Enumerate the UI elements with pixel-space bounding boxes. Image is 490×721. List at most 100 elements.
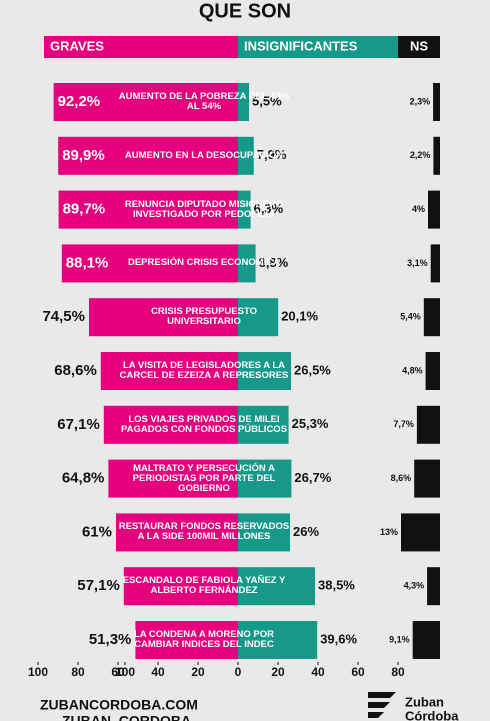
category-text: MALTRATO Y PERSECUCIÓN A PERIODISTAS POR… (132, 462, 276, 494)
legend-label: GRAVES (50, 38, 104, 53)
x-tick-label: 20 (191, 665, 205, 679)
category-text: RESTAURAR FONDOS RESERVADOS A LA SIDE 10… (118, 521, 290, 543)
bar (433, 83, 440, 121)
bar (135, 621, 238, 659)
category-label: LA CONDENA A MORENO POR CAMBIAR INDICES … (134, 630, 274, 650)
bar (414, 459, 440, 498)
category-text: RENUNCIA DIPUTADO MISIONERO INVESTIGADO … (124, 198, 284, 220)
value-label: 26,7% (294, 470, 331, 485)
value-label: 89,9% (62, 147, 105, 164)
category-text: AUMENTO EN LA DESOCUPACIÓN (124, 149, 284, 161)
category-label: RESTAURAR FONDOS RESERVADOS A LA SIDE 10… (118, 521, 290, 543)
category-text: ESCANDALO DE FABIOLA YAÑEZ Y ALBERTO FER… (122, 575, 286, 597)
value-label: 20,1% (281, 309, 318, 324)
category-text: AUMENTO DE LA POBREZA DEL 44% AL 54% (118, 91, 290, 112)
value-label: 9,1% (389, 634, 410, 644)
category-label: AUMENTO DE LA POBREZA DEL 44% AL 54% (118, 91, 290, 112)
bar (100, 352, 238, 390)
bar (116, 513, 238, 552)
legend-swatch (398, 36, 440, 58)
plot: GRAVES INSIGNIFICANTES NS 92,2% 5,5% 2,3% AUME… (28, 36, 440, 679)
category-label: LA VISITA DE LEGISLADORES A LA CARCEL DE… (119, 360, 289, 381)
value-label: 67,1% (57, 416, 100, 433)
bar (425, 352, 440, 390)
legend-label: NS (410, 38, 428, 53)
bar (238, 621, 318, 659)
value-label: 8,8% (259, 255, 289, 270)
value-label: 4,8% (402, 365, 423, 375)
value-label: 61% (82, 523, 112, 540)
value-label: 2,2% (410, 150, 431, 160)
legend-swatch (44, 36, 238, 58)
value-label: 51,3% (89, 631, 132, 648)
legend-swatch (238, 36, 398, 58)
bar (427, 567, 440, 606)
value-label: 88,1% (66, 254, 109, 271)
bar (238, 136, 254, 175)
category-text: LA VISITA DE LEGISLADORES A LA CARCEL DE… (119, 360, 289, 381)
brand-line2: Córdoba (405, 708, 459, 721)
bar (89, 298, 238, 337)
category-label: AUMENTO EN LA DESOCUPACIÓN (124, 149, 284, 161)
bar (108, 459, 239, 498)
bar (401, 513, 440, 552)
category-label: RENUNCIA DIPUTADO MISIONERO INVESTIGADO … (124, 198, 284, 220)
x-tick-label: 100 (28, 665, 48, 679)
x-tick-label: 60 (351, 665, 365, 679)
bar (238, 405, 289, 444)
value-label: 3,1% (407, 258, 428, 268)
bar (428, 190, 440, 229)
bar (433, 136, 440, 175)
chart-title: QUE SON (199, 0, 291, 22)
x-tick-label: 0 (235, 665, 242, 679)
value-label: 2,3% (410, 96, 431, 106)
bar (238, 190, 251, 229)
category-text: DEPRESIÓN CRISIS ECONOMICA (127, 257, 281, 269)
bar (103, 405, 238, 444)
bar (238, 513, 290, 552)
value-label: 6,3% (254, 201, 284, 216)
value-label: 5,4% (400, 312, 421, 322)
x-tick-label: 100 (115, 665, 135, 679)
bar (238, 567, 315, 606)
category-label: MALTRATO Y PERSECUCIÓN A PERIODISTAS POR… (132, 462, 276, 494)
x-tick-label: 40 (311, 665, 325, 679)
value-label: 39,6% (320, 631, 357, 646)
category-text: CRISIS PRESUPUESTO UNIVERSITARIO (151, 306, 257, 328)
value-label: 92,2% (58, 93, 101, 110)
bar (238, 352, 291, 390)
category-text: LOS VIAJES PRIVADOS DE MILEI PAGADOS CON… (120, 413, 288, 435)
bar (423, 298, 440, 337)
x-tick-label: 60 (111, 665, 125, 679)
x-tick-label: 80 (391, 665, 405, 679)
bar (58, 136, 239, 175)
x-tick-label: 20 (271, 665, 285, 679)
value-label: 8,6% (391, 473, 412, 483)
legend-label: INSIGNIFICANTES (244, 38, 358, 53)
value-label: 7,7% (393, 419, 414, 429)
bar (238, 298, 279, 337)
category-label: CRISIS PRESUPUESTO UNIVERSITARIO (151, 306, 257, 328)
value-label: 5,5% (252, 93, 282, 108)
brand-line1: Zuban (405, 694, 444, 709)
value-label: 89,7% (63, 201, 106, 218)
bar (238, 244, 256, 283)
bar (123, 567, 238, 606)
value-label: 25,3% (292, 416, 329, 431)
bar (58, 190, 238, 229)
category-label: DEPRESIÓN CRISIS ECONOMICA (127, 257, 281, 269)
x-tick-label: 80 (71, 665, 85, 679)
bar (238, 459, 292, 498)
footer-handle: ZUBAN_CORDOBA (62, 713, 191, 721)
category-label: LOS VIAJES PRIVADOS DE MILEI PAGADOS CON… (120, 413, 288, 435)
category-label: ESCANDALO DE FABIOLA YAÑEZ Y ALBERTO FER… (122, 575, 286, 597)
value-label: 64,8% (62, 470, 105, 487)
value-label: 74,5% (42, 308, 85, 325)
value-label: 26,5% (294, 362, 331, 377)
value-label: 57,1% (77, 577, 120, 594)
value-label: 68,6% (54, 362, 97, 379)
logo: Zuban Córdoba (368, 692, 459, 721)
bar (430, 244, 440, 283)
value-label: 4% (412, 204, 425, 214)
